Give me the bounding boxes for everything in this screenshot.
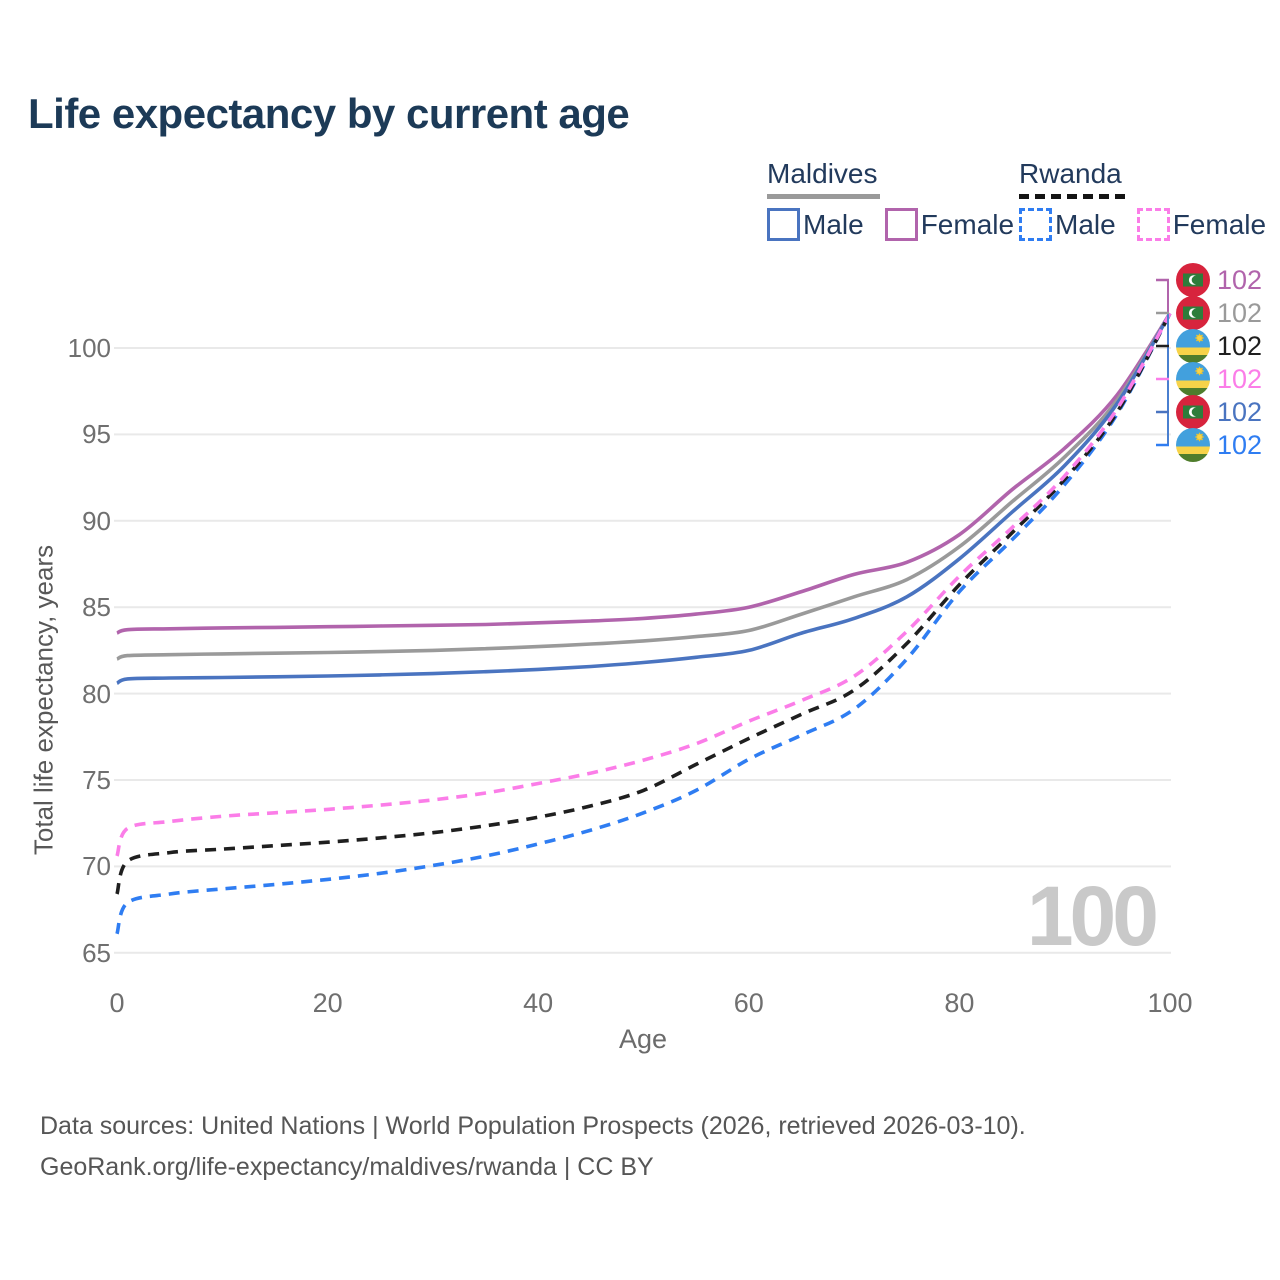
legend-group-title-maldives[interactable]: Maldives <box>767 158 881 199</box>
legend-swatch-maldives-female[interactable] <box>884 208 918 241</box>
end-label-value: 102 <box>1217 363 1263 394</box>
series-line-rwanda-both-sexes[interactable] <box>115 312 1172 895</box>
series-line-rwanda-female[interactable] <box>115 312 1172 857</box>
y-tick-65: 65 <box>82 937 111 968</box>
series-line-maldives-female[interactable] <box>116 312 1172 635</box>
end-label-value: 102 <box>1217 396 1263 427</box>
x-tick-40: 40 <box>523 988 554 1018</box>
end-label-value: 102 <box>1217 330 1263 361</box>
end-label-rwanda-3: 102 <box>1176 362 1262 396</box>
rwanda-flag-icon <box>1176 428 1210 462</box>
series-line-maldives-both-sexes[interactable] <box>116 312 1172 661</box>
y-tick-85: 85 <box>82 592 111 623</box>
end-label-rwanda-2: 102 <box>1176 329 1262 363</box>
end-label-maldives-1: 102 <box>1176 296 1262 330</box>
maldives-flag-icon <box>1176 263 1210 297</box>
rwanda-flag-icon <box>1176 329 1210 363</box>
legend-label-rwanda-male[interactable]: Male <box>1055 208 1116 240</box>
x-tick-20: 20 <box>312 988 343 1018</box>
maldives-flag-icon <box>1176 395 1210 429</box>
x-tick-0: 0 <box>109 988 125 1018</box>
y-tick-70: 70 <box>82 851 111 882</box>
series-line-rwanda-male[interactable] <box>115 312 1172 935</box>
age-watermark: 100 <box>1026 869 1159 963</box>
maldives-flag-icon <box>1176 296 1210 330</box>
legend-swatch-maldives-male[interactable] <box>767 208 800 241</box>
legend-label-maldives-female[interactable]: Female <box>920 208 1015 240</box>
legend-group-maldives: Maldives Male Female <box>767 158 1014 241</box>
end-label-value: 102 <box>1217 297 1263 328</box>
legend-swatch-rwanda-male[interactable] <box>1019 208 1052 241</box>
x-tick-80: 80 <box>944 988 975 1018</box>
series-line-maldives-male[interactable] <box>116 312 1172 685</box>
legend-swatch-rwanda-female[interactable] <box>1136 208 1170 241</box>
x-axis-title: Age <box>618 1024 668 1054</box>
x-tick-100: 100 <box>1147 988 1193 1018</box>
y-tick-80: 80 <box>82 678 111 709</box>
y-tick-90: 90 <box>82 505 111 536</box>
legend-label-rwanda-female[interactable]: Female <box>1172 208 1267 240</box>
legend-group-title-rwanda[interactable]: Rwanda <box>1019 158 1125 199</box>
x-tick-60: 60 <box>733 988 764 1018</box>
end-label-value: 102 <box>1217 429 1263 460</box>
y-tick-95: 95 <box>82 419 111 450</box>
legend-label-maldives-male[interactable]: Male <box>803 208 864 240</box>
y-tick-100: 100 <box>67 333 111 363</box>
end-label-maldives-0: 102 <box>1176 263 1262 297</box>
footer-line-2: GeoRank.org/life-expectancy/maldives/rwa… <box>40 1153 654 1181</box>
end-label-maldives-4: 102 <box>1176 395 1262 429</box>
page-title: Life expectancy by current age <box>28 90 630 137</box>
end-label-value: 102 <box>1217 264 1263 295</box>
rwanda-flag-icon <box>1176 362 1210 396</box>
footer: Data sources: United Nations | World Pop… <box>40 1106 1026 1188</box>
end-label-rwanda-5: 102 <box>1176 428 1262 462</box>
y-tick-75: 75 <box>82 765 111 795</box>
footer-line-1: Data sources: United Nations | World Pop… <box>40 1112 1026 1140</box>
legend-group-rwanda: Rwanda Male Female <box>1019 158 1266 241</box>
